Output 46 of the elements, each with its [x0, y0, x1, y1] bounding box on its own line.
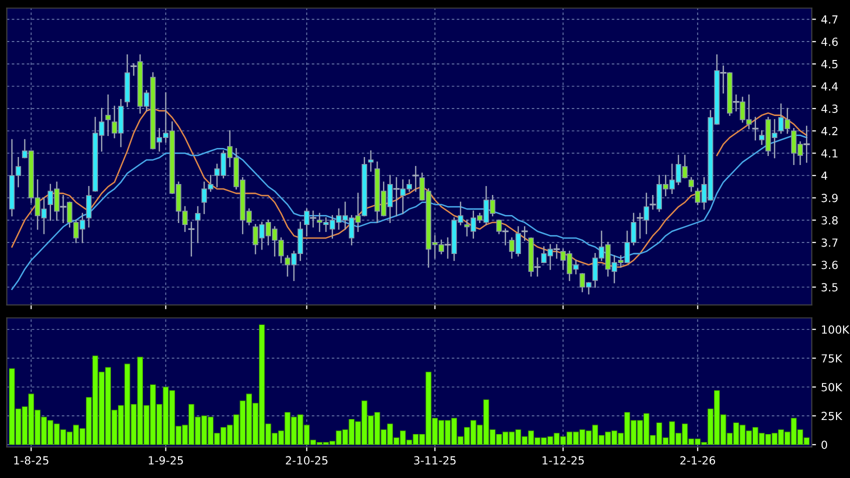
- y-tick-label: 25K: [822, 412, 842, 420]
- candlestick: [502, 228, 509, 246]
- candlestick: [554, 244, 560, 259]
- y-tick-label: 4.7: [821, 15, 838, 24]
- y-tick-label: 4.3: [821, 104, 838, 113]
- candlestick: [412, 166, 419, 192]
- y-tick-label: 4.1: [821, 149, 838, 158]
- x-tick-label: 1-12-25: [542, 456, 584, 465]
- candlestick: [803, 126, 810, 163]
- y-tick-label: 100K: [822, 325, 850, 334]
- candlestick: [732, 94, 740, 112]
- y-tick-label: 3.9: [822, 194, 838, 202]
- candlestick: [393, 177, 400, 216]
- y-tick-label: 4.2: [821, 126, 838, 136]
- y-tick-label: 4.5: [821, 60, 838, 68]
- y-tick-label: 3.5: [822, 283, 838, 292]
- x-tick-label: 2-1-26: [680, 456, 716, 465]
- candlestick: [130, 63, 137, 76]
- candlestick: [105, 94, 111, 136]
- candlestick: [86, 186, 92, 228]
- candlestick: [60, 194, 66, 224]
- y-tick-label: 3.7: [822, 238, 838, 247]
- candlestick: [720, 66, 726, 94]
- candlestick: [195, 206, 201, 244]
- candlestick: [688, 177, 694, 192]
- y-tick-label: 0: [822, 440, 828, 450]
- y-tick-label: 50K: [822, 382, 842, 392]
- x-tick-label: 1-8-25: [14, 456, 48, 465]
- y-tick-label: 3.8: [822, 216, 838, 225]
- candlestick: [444, 237, 451, 259]
- candlestick: [521, 226, 528, 241]
- y-tick-label: 75K: [822, 354, 842, 363]
- candlestick: [752, 116, 758, 140]
- x-tick-label: 2-10-25: [286, 456, 328, 465]
- candlestick: [534, 257, 541, 277]
- y-tick-label: 3.6: [822, 260, 838, 270]
- x-tick-label: 1-9-25: [148, 456, 183, 465]
- y-tick-label: 4.4: [821, 82, 838, 90]
- candlestick: [650, 194, 656, 210]
- candlestick: [368, 150, 374, 172]
- candlestick: [636, 212, 644, 239]
- x-tick-label: 3-11-25: [414, 456, 456, 465]
- y-tick-label: 4: [821, 172, 828, 180]
- candlestick: [188, 222, 195, 256]
- candlestick: [310, 210, 316, 228]
- y-tick-label: 4.6: [821, 38, 838, 46]
